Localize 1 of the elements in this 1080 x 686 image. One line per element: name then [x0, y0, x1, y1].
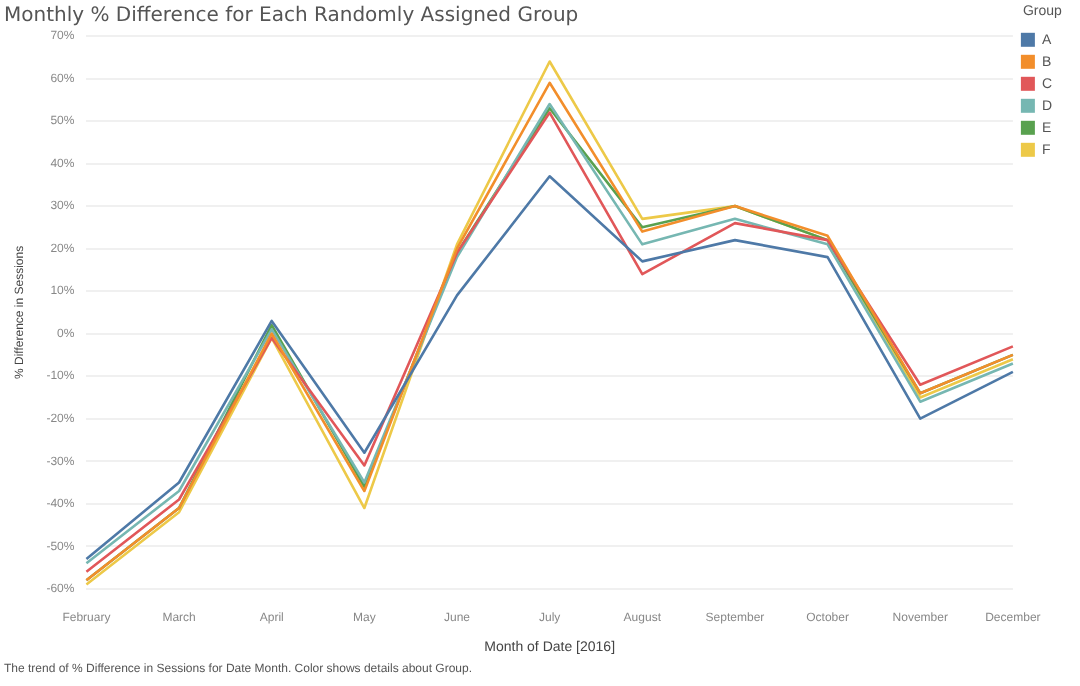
chart-title: Monthly % Difference for Each Randomly Assigned Group	[4, 5, 579, 28]
